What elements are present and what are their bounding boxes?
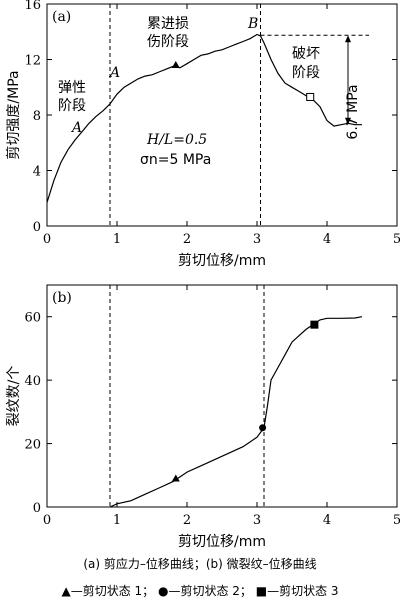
y-tick-label: 12	[24, 54, 41, 69]
y-tick-label: 4	[33, 165, 41, 180]
drop-arrow-head-down	[345, 117, 351, 125]
panel-b-markers	[171, 320, 319, 482]
triangle-state-marker	[171, 61, 180, 69]
x-tick-label: 3	[253, 513, 261, 528]
panel-b-ticks: 0 1 2 3 4 5 0 20 40 60	[24, 285, 400, 528]
y-tick-label: 40	[24, 374, 41, 389]
point-b-label: B	[247, 16, 258, 32]
figure-caption: (a) 剪应力–位移曲线；(b) 微裂纹–位移曲线	[83, 557, 317, 571]
marker-legend: ▲—剪切状态 1； ●—剪切状态 2； ■—剪切状态 3	[0, 582, 400, 599]
x-tick-label: 4	[323, 513, 331, 528]
panel-b-x-axis-title: 剪切位移/mm	[178, 534, 266, 550]
x-tick-label: 3	[253, 232, 261, 247]
circle-state-marker	[259, 424, 267, 432]
point-a-lower-label: A	[70, 120, 82, 136]
panel-a-markers	[171, 61, 315, 101]
normal-stress-annotation: σn=5 MPa	[140, 152, 211, 168]
damage-stage-label-line2: 伤阶段	[147, 34, 189, 50]
circle-marker-icon: ●	[157, 584, 169, 598]
x-tick-label: 5	[393, 513, 400, 528]
ratio-annotation: H/L=0.5	[146, 132, 207, 148]
legend-shear-state-2: —剪切状态 2；	[168, 584, 252, 598]
panel-a-label: (a)	[52, 9, 71, 25]
elastic-stage-label-line2: 阶段	[58, 98, 86, 114]
x-tick-label: 2	[183, 513, 191, 528]
panel-b-y-axis-title: 裂纹数/个	[6, 366, 22, 427]
panel-b-guides	[109, 285, 265, 507]
square-marker-icon: ■	[255, 584, 268, 598]
x-tick-label: 0	[43, 513, 51, 528]
panel-a-y-axis-title: 剪切强度/MPa	[6, 70, 22, 159]
drop-arrow-head-up	[345, 35, 351, 43]
legend-shear-state-1: —剪切状态 1；	[70, 584, 155, 598]
triangle-marker-icon: ▲	[61, 584, 71, 598]
y-tick-label: 8	[33, 109, 41, 124]
point-a-upper-label: A	[108, 65, 120, 81]
failure-stage-label-line2: 阶段	[292, 65, 320, 81]
panel-a-x-axis-title: 剪切位移/mm	[178, 253, 266, 269]
triangle-state-marker	[171, 474, 180, 482]
panel-a-guides	[109, 4, 369, 226]
elastic-stage-label-line1: 弹性	[58, 80, 86, 96]
y-tick-label: 60	[24, 311, 41, 326]
x-tick-label: 4	[323, 232, 331, 247]
panel-b-label: (b)	[52, 290, 72, 306]
x-tick-label: 2	[183, 232, 191, 247]
square-state-marker	[306, 92, 315, 101]
x-tick-label: 5	[393, 232, 400, 247]
x-tick-label: 0	[43, 232, 51, 247]
damage-stage-label-line1: 累进损	[147, 16, 189, 32]
panel-b-crack-curve	[109, 316, 363, 508]
failure-stage-label-line1: 破坏	[292, 46, 320, 62]
y-tick-label: 0	[33, 220, 41, 235]
panel-b-crack-count: 0 1 2 3 4 5 0 20 40 60 (b) 剪切位移/mm 裂纹数/个	[6, 284, 400, 550]
legend-shear-state-3: —剪切状态 3	[267, 584, 339, 598]
x-tick-label: 1	[113, 232, 121, 247]
drop-annotation: 6.7 MPa	[345, 84, 361, 139]
square-state-marker	[310, 320, 319, 329]
x-tick-label: 1	[113, 513, 121, 528]
y-tick-label: 16	[24, 0, 41, 13]
y-tick-label: 20	[24, 438, 41, 453]
y-tick-label: 0	[33, 501, 41, 516]
panel-b-plot-frame	[46, 284, 398, 508]
